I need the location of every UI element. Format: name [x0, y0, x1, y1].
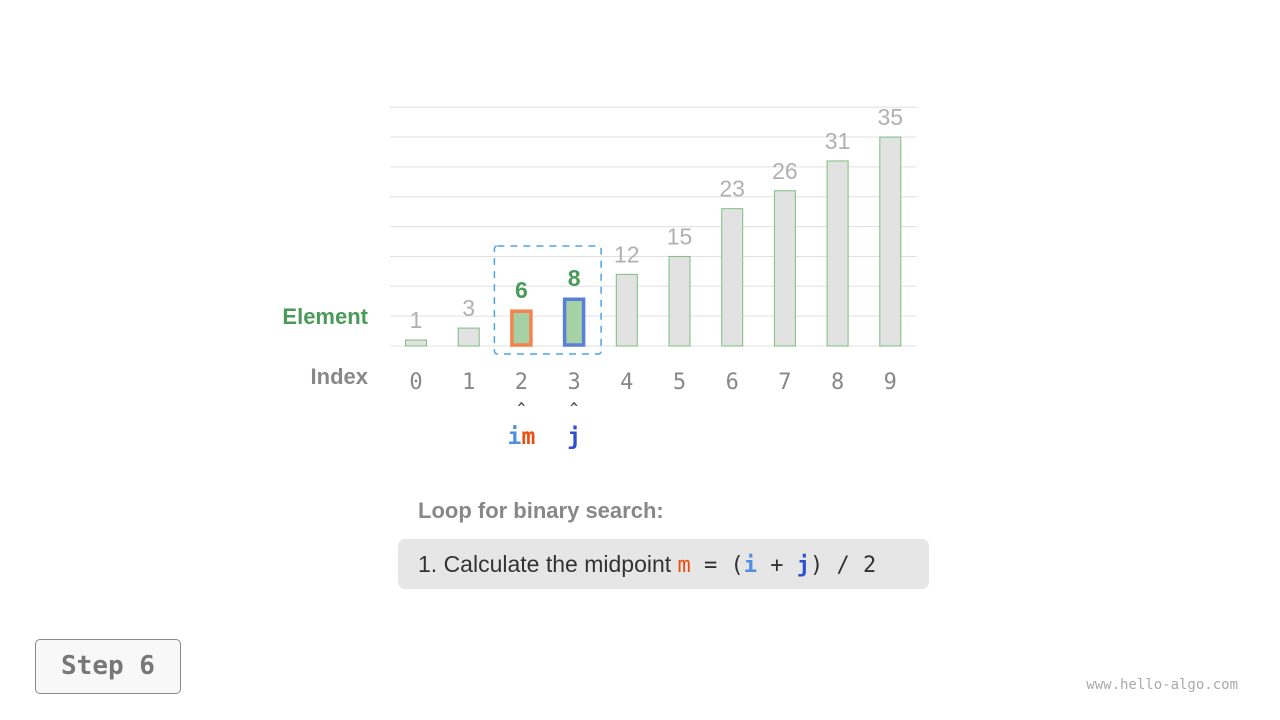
- index-tick-label: 9: [884, 370, 897, 395]
- bar-value-label: 31: [825, 128, 851, 154]
- element-label: Element: [282, 304, 368, 329]
- bar-value-label: 23: [719, 176, 745, 202]
- bar: [457, 327, 480, 347]
- bar-value-label: 26: [772, 158, 798, 184]
- index-tick-label: 7: [778, 370, 791, 395]
- bar-value-label: 1: [410, 307, 423, 333]
- step-text: 1. Calculate the midpoint: [418, 551, 678, 577]
- index-tick-label: 5: [673, 370, 686, 395]
- formula-eq: = (: [690, 553, 744, 578]
- index-tick-label: 0: [409, 370, 422, 395]
- bar-value-label: 35: [878, 104, 904, 130]
- bar-value-label: 15: [667, 223, 693, 249]
- loop-step-box: 1. Calculate the midpoint m = (i + j) / …: [398, 539, 929, 589]
- formula-plus: +: [757, 553, 797, 578]
- bar-active: [510, 309, 533, 347]
- pointer-arrow-icon: ^: [517, 401, 525, 416]
- formula-m: m: [677, 553, 691, 578]
- index-tick-label: 8: [831, 370, 844, 395]
- watermark: www.hello-algo.com: [1086, 677, 1238, 693]
- bar-active: [562, 297, 586, 347]
- bar: [879, 136, 902, 347]
- pointer-m-label: m: [521, 424, 535, 450]
- bar-value-label: 3: [462, 295, 475, 321]
- bar: [668, 255, 691, 347]
- index-tick-label: 2: [515, 370, 528, 395]
- index-tick-label: 4: [620, 370, 633, 395]
- bar: [615, 273, 638, 347]
- bar: [826, 160, 849, 347]
- loop-title: Loop for binary search:: [418, 498, 664, 523]
- pointer-j-label: j: [567, 424, 581, 450]
- formula-i: i: [743, 553, 758, 578]
- pointer-i-label: i: [507, 424, 521, 450]
- search-range-box: [493, 245, 602, 355]
- index-tick-label: 3: [567, 370, 580, 395]
- step-button[interactable]: Step 6: [35, 639, 181, 694]
- index-label: Index: [310, 364, 368, 389]
- bar-value-label: 12: [614, 241, 640, 267]
- formula-tail: ) / 2: [810, 553, 877, 578]
- bar: [773, 190, 796, 347]
- bar: [405, 339, 427, 347]
- bar-value-label: 8: [568, 265, 581, 291]
- index-tick-label: 1: [462, 370, 475, 395]
- pointer-arrow-icon: ^: [570, 401, 578, 416]
- formula-j: j: [796, 553, 811, 578]
- bar-value-label: 6: [515, 277, 528, 303]
- bar: [721, 208, 744, 347]
- index-tick-label: 6: [726, 370, 739, 395]
